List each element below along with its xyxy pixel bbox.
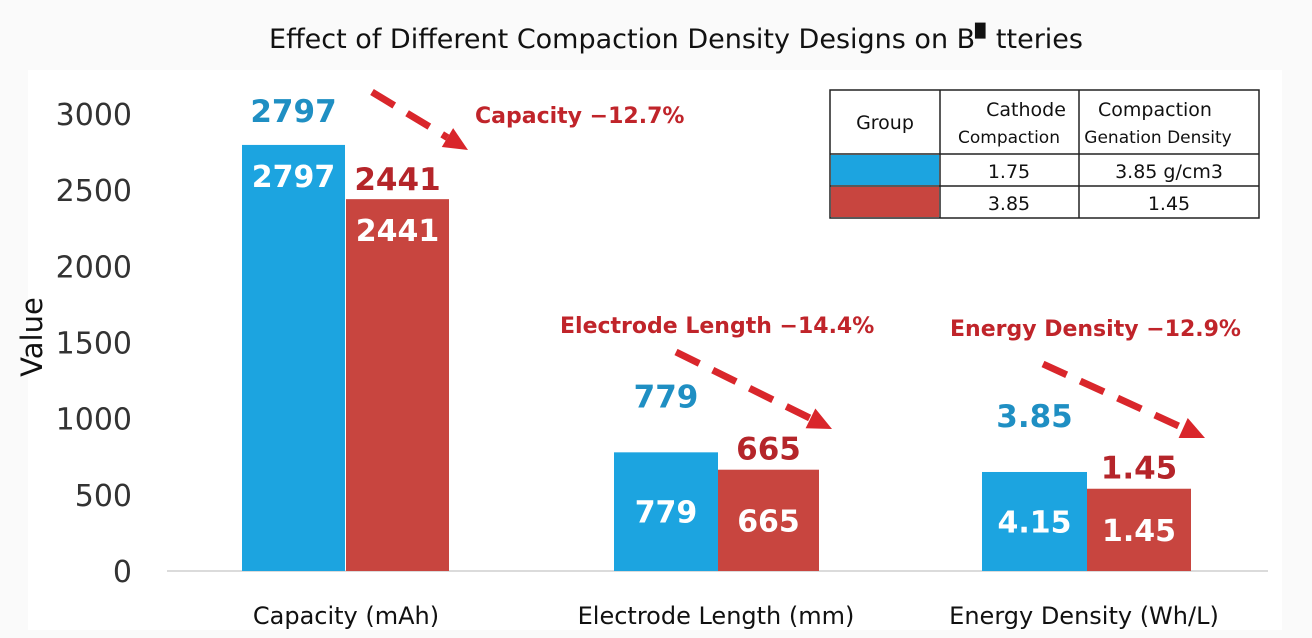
y-tick-label: 500 [75, 479, 132, 514]
legend-row2-col2: 1.45 [1148, 193, 1190, 215]
y-tick-label: 0 [113, 555, 132, 590]
y-axis-ticks: 0 500 1000 1500 2000 2500 3000 [56, 98, 132, 590]
legend-row1-col2: 3.85 g/cm3 [1115, 161, 1223, 183]
bar-value-inner: 779 [635, 496, 698, 531]
y-tick-label: 2500 [56, 174, 132, 209]
bar-blue [614, 452, 718, 571]
legend-row1-col1: 1.75 [988, 161, 1030, 183]
legend-row2-col1: 3.85 [988, 193, 1030, 215]
y-axis-label: Value [15, 297, 49, 377]
annotation-arrow-line [674, 348, 813, 422]
bar-labels: 2797 2797 2441 2441 779 779 665 665 4.15 3.85 1.45… [250, 94, 1177, 549]
annotation-arrow-head [1178, 418, 1205, 439]
y-tick-label: 1000 [56, 403, 132, 438]
category-label: Capacity (mAh) [253, 602, 439, 630]
annotation-arrow-line [1041, 360, 1185, 432]
chart-title: Effect of Different Compaction Density D… [269, 22, 1083, 55]
y-tick-label: 2000 [56, 250, 132, 285]
bar-value-top: 2797 [250, 94, 336, 130]
category-label: Energy Density (Wh/L) [949, 602, 1219, 630]
annotation-arrow-head [805, 408, 832, 429]
bar-value-inner: 2441 [356, 214, 440, 249]
bar-value-inner: 1.45 [1102, 514, 1176, 549]
y-tick-label: 1500 [56, 327, 132, 362]
category-label: Electrode Length (mm) [578, 602, 855, 630]
bar-red [346, 199, 449, 571]
legend-header-col2-line1: Compaction [1098, 99, 1212, 121]
bar-value-inner: 2797 [252, 160, 336, 195]
bar-value-top: 3.85 [996, 399, 1073, 435]
bar-value-top: 779 [634, 379, 699, 415]
legend-header-col2-line2: Genation Density [1084, 128, 1231, 148]
annotation-text: Capacity −12.7% [475, 104, 684, 129]
bar-blue [242, 144, 345, 572]
bar-value-top: 2441 [354, 162, 440, 198]
legend-header-col1-line2: Compaction [958, 128, 1060, 148]
annotation-text: Energy Density −12.9% [950, 317, 1241, 342]
legend-header-col1-line1: Cathode [986, 99, 1066, 121]
bar-blue [982, 471, 1087, 571]
y-tick-label: 3000 [56, 98, 132, 133]
bars [242, 144, 1191, 572]
annotation-text: Electrode Length −14.4% [560, 314, 874, 339]
annotation-arrow-line [370, 89, 450, 141]
legend-swatch-blue [831, 155, 939, 185]
legend-header-group: Group [856, 112, 914, 134]
annotation-arrow-head [441, 128, 468, 150]
bar-red [1087, 488, 1191, 571]
bar-red [718, 469, 819, 571]
bar-value-top: 1.45 [1101, 451, 1178, 487]
annotations: Capacity −12.7% Electrode Length −14.4% En… [370, 89, 1241, 439]
legend-table: Group Cathode Compaction Compaction Gena… [829, 89, 1260, 219]
bar-value-inner: 665 [737, 504, 800, 539]
legend-swatch-red [831, 187, 939, 217]
bar-value-inner: 4.15 [997, 505, 1071, 540]
bar-value-top: 665 [736, 432, 801, 468]
category-labels: Capacity (mAh) Electrode Length (mm) Energ… [253, 602, 1219, 630]
